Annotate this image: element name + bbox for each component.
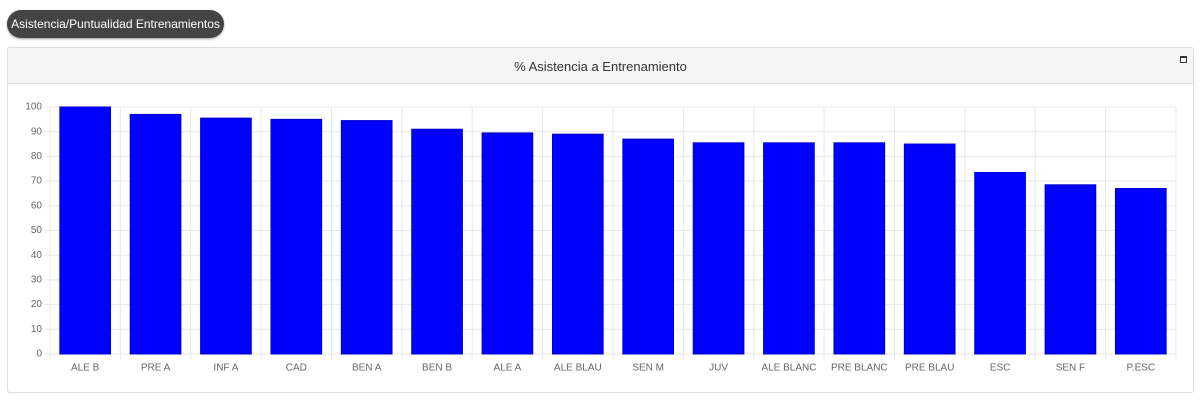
y-tick-label: 100	[25, 102, 42, 113]
y-tick-label: 70	[31, 176, 43, 187]
x-tick-label: ALE A	[494, 363, 522, 374]
bar	[200, 117, 252, 355]
x-tick-label: ALE BLANC	[761, 363, 816, 374]
x-tick-label: BEN B	[422, 363, 452, 374]
bar	[903, 143, 956, 355]
y-tick-label: 0	[36, 349, 42, 360]
bar	[833, 142, 886, 355]
bar	[974, 171, 1026, 355]
bar	[481, 132, 534, 355]
y-tick-label: 60	[31, 200, 43, 211]
bar	[1044, 184, 1097, 355]
y-tick-label: 30	[31, 275, 43, 286]
bar	[551, 133, 604, 355]
bar	[59, 106, 112, 355]
x-tick-label: PRE A	[141, 363, 171, 374]
x-tick-label: PRE BLANC	[831, 363, 888, 374]
y-tick-label: 80	[31, 151, 43, 162]
bar	[129, 113, 182, 355]
x-tick-label: ALE BLAU	[554, 363, 602, 374]
x-tick-label: PRE BLAU	[905, 363, 954, 374]
x-tick-label: CAD	[286, 363, 307, 374]
x-tick-label: SEN F	[1056, 363, 1085, 374]
x-tick-label: P.ESC	[1126, 363, 1155, 374]
bar	[411, 128, 463, 355]
x-tick-label: BEN A	[352, 363, 382, 374]
chart-panel: % Asistencia a Entrenamiento	[7, 47, 1194, 393]
x-tick-label: ALE B	[71, 363, 100, 374]
y-tick-label: 40	[31, 250, 43, 261]
bar	[340, 120, 393, 355]
bar	[763, 142, 815, 355]
chart-title: % Asistencia a Entrenamiento	[514, 59, 687, 74]
bar	[622, 138, 675, 355]
y-tick-label: 90	[31, 126, 43, 137]
maximize-icon[interactable]	[1180, 56, 1187, 63]
y-tick-label: 10	[31, 324, 43, 335]
bar	[1114, 188, 1167, 355]
section-button[interactable]: Asistencia/Puntualidad Entrenamientos	[7, 10, 224, 38]
x-tick-label: SEN M	[632, 363, 664, 374]
panel-header: % Asistencia a Entrenamiento	[8, 48, 1193, 84]
x-tick-label: ESC	[990, 363, 1011, 374]
x-tick-label: INF A	[213, 363, 238, 374]
x-tick-label: JUV	[709, 363, 728, 374]
bar	[692, 142, 745, 355]
y-tick-label: 20	[31, 299, 43, 310]
bar	[270, 118, 323, 355]
y-tick-label: 50	[31, 225, 43, 236]
